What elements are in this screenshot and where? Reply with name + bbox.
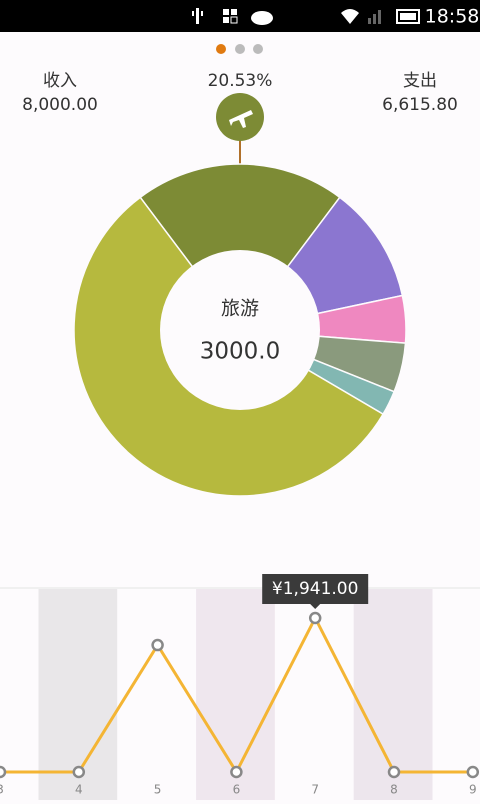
- point: [0, 767, 5, 777]
- point: [468, 767, 478, 777]
- x-tick-label: 8: [390, 783, 398, 797]
- point: [310, 613, 320, 623]
- page-dot[interactable]: [253, 44, 263, 54]
- percent-label: 20.53%: [208, 71, 273, 91]
- x-tick-label: 7: [311, 783, 319, 797]
- point: [153, 640, 163, 650]
- center-amount: 3000.0: [200, 339, 280, 365]
- income-amount: 8,000.00: [22, 95, 98, 115]
- clock: 18:58: [425, 6, 480, 28]
- point: [389, 767, 399, 777]
- expense-amount: 6,615.80: [382, 95, 458, 115]
- donut-hole: [160, 250, 320, 410]
- line-chart: 3 4 5 6 7 8 9 ¥1,941.00: [0, 574, 480, 800]
- x-tick-label: 5: [154, 783, 162, 797]
- x-tick-label: 4: [75, 783, 83, 797]
- page-dot-active[interactable]: [216, 44, 226, 54]
- x-tick-label: 3: [0, 783, 4, 797]
- center-label: 旅游: [221, 298, 259, 320]
- x-tick-label: 9: [469, 783, 477, 797]
- page-dot[interactable]: [235, 44, 245, 54]
- point: [74, 767, 84, 777]
- expense-label: 支出: [403, 71, 437, 91]
- income-label: 收入: [43, 71, 77, 91]
- point: [231, 767, 241, 777]
- x-tick-label: 6: [233, 783, 241, 797]
- tooltip-label: ¥1,941.00: [272, 579, 359, 599]
- column-band: [117, 589, 196, 800]
